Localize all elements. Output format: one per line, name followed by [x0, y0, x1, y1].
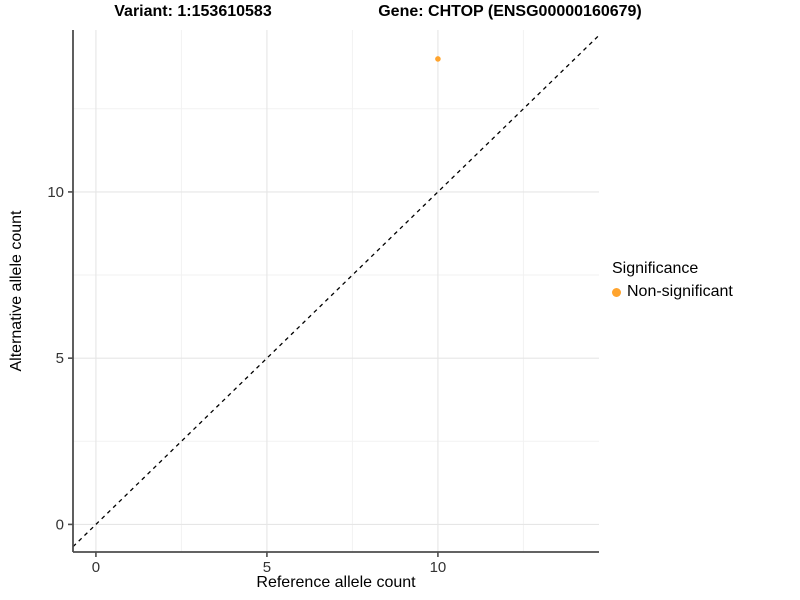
plot-title-gene: Gene: CHTOP (ENSG00000160679): [378, 3, 642, 20]
x-tick-label: 5: [263, 559, 271, 576]
legend-item-non-significant: Non-significant: [612, 283, 733, 301]
legend-item-label: Non-significant: [627, 283, 733, 300]
x-axis-title: Reference allele count: [256, 574, 416, 591]
plot-title-variant: Variant: 1:153610583: [114, 3, 272, 20]
legend-title: Significance: [612, 260, 699, 277]
x-tick-label: 10: [430, 559, 447, 576]
x-tick-label: 0: [92, 559, 100, 576]
y-axis-title: Alternative allele count: [8, 210, 25, 372]
identity-dashed-line: [72, 34, 600, 548]
y-tick-label: 0: [56, 516, 64, 533]
legend: Significance Non-significant: [612, 260, 733, 301]
y-tick-label: 5: [56, 350, 64, 367]
legend-key-dot-icon: [612, 287, 621, 297]
y-tick-label: 10: [47, 184, 64, 201]
data-point: [435, 56, 441, 62]
